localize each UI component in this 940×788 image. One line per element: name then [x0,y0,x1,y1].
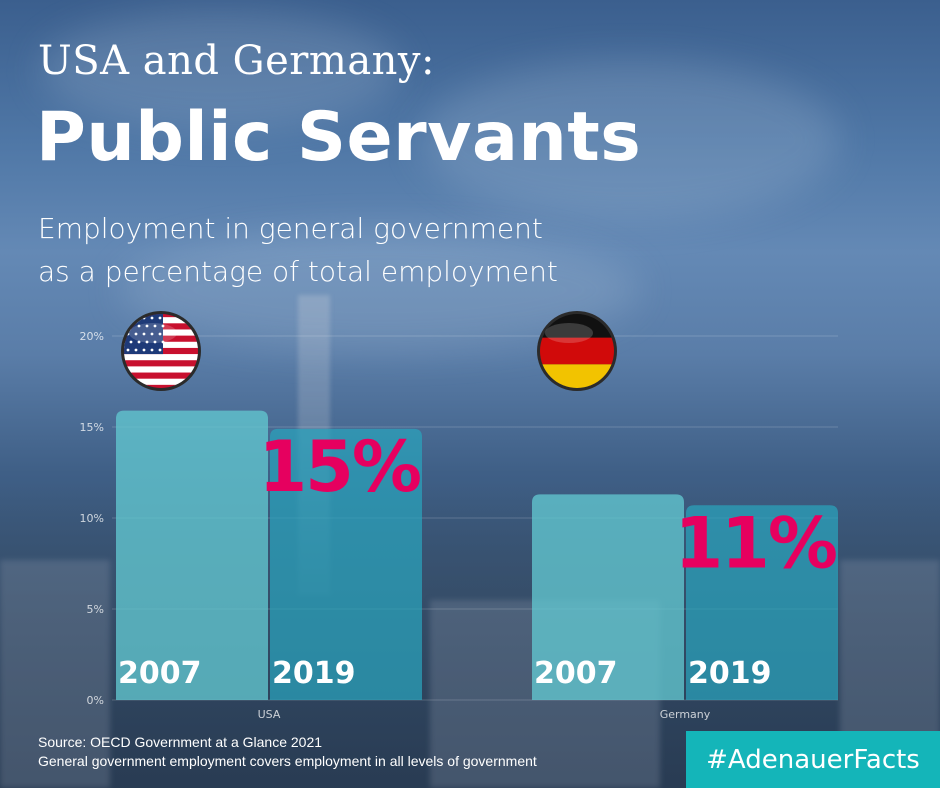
background-cloud [420,60,840,220]
flag-star [161,340,165,344]
bar-germany-2007 [532,494,684,700]
bar-year-label: 2019 [272,656,356,691]
source-text: Source: OECD Government at a Glance 2021 [38,734,323,750]
flag-stripe-red [540,337,614,365]
y-tick-label: 15% [80,421,104,434]
hashtag-badge[interactable]: #AdenauerFacts [686,731,940,788]
y-tick-label: 5% [87,603,104,616]
subtitle-line2: as a percentage of total employment [38,255,558,288]
subtitle: Employment in general government as a pe… [38,207,658,293]
flag-star [134,348,138,352]
flag-star [153,340,157,344]
title-line2: Public Servants [36,98,642,177]
flag-stripe [124,366,198,374]
flag-stripe [124,384,198,388]
flag-stripe-black [540,314,614,338]
flag-star [137,324,141,328]
y-tick-label: 10% [80,512,104,525]
flag-star [126,316,130,320]
flag-stripe [124,378,198,386]
bar-value-label: 15% [258,426,420,508]
y-tick-label: 20% [80,330,104,343]
flag-stripe [124,360,198,367]
source-note: Source: OECD Government at a Glance 2021… [38,733,658,771]
flag-star [134,332,138,336]
flag-star [126,348,130,352]
flag-star [145,340,149,344]
flag-star [153,324,157,328]
footnote-text: General government employment covers emp… [38,753,537,769]
x-category-label: Germany [660,708,711,721]
flag-star [158,316,162,320]
flag-stripe [124,354,198,361]
flag-star [150,348,154,352]
bar-year-label: 2007 [534,656,618,691]
background-cloud [40,10,400,130]
flag-star [137,340,141,344]
bar-value-label: 11% [674,502,836,584]
usa-flag-shine [129,323,177,343]
y-tick-label: 0% [87,694,104,707]
bar-year-label: 2019 [688,656,772,691]
title-line1: USA and Germany: [38,38,436,84]
bar-usa-2007 [116,410,268,700]
flag-star [142,348,146,352]
flag-star [150,332,154,336]
flag-star [161,324,165,328]
subtitle-line1: Employment in general government [38,212,543,245]
flag-star [158,332,162,336]
flag-star [145,324,149,328]
bar-year-label: 2007 [118,656,202,691]
germany-flag-shine [545,323,593,343]
flag-stripe [124,372,198,380]
germany-flag-icon [540,314,614,388]
flag-star [158,348,162,352]
bar-germany-2019 [686,505,838,700]
background-building [0,560,110,788]
flag-star [150,316,154,320]
bar-usa-2019 [270,428,422,700]
flag-stripe-gold [540,364,614,388]
x-category-label: USA [258,708,281,721]
flag-star [134,316,138,320]
flag-star [142,332,146,336]
flag-star [129,340,133,344]
